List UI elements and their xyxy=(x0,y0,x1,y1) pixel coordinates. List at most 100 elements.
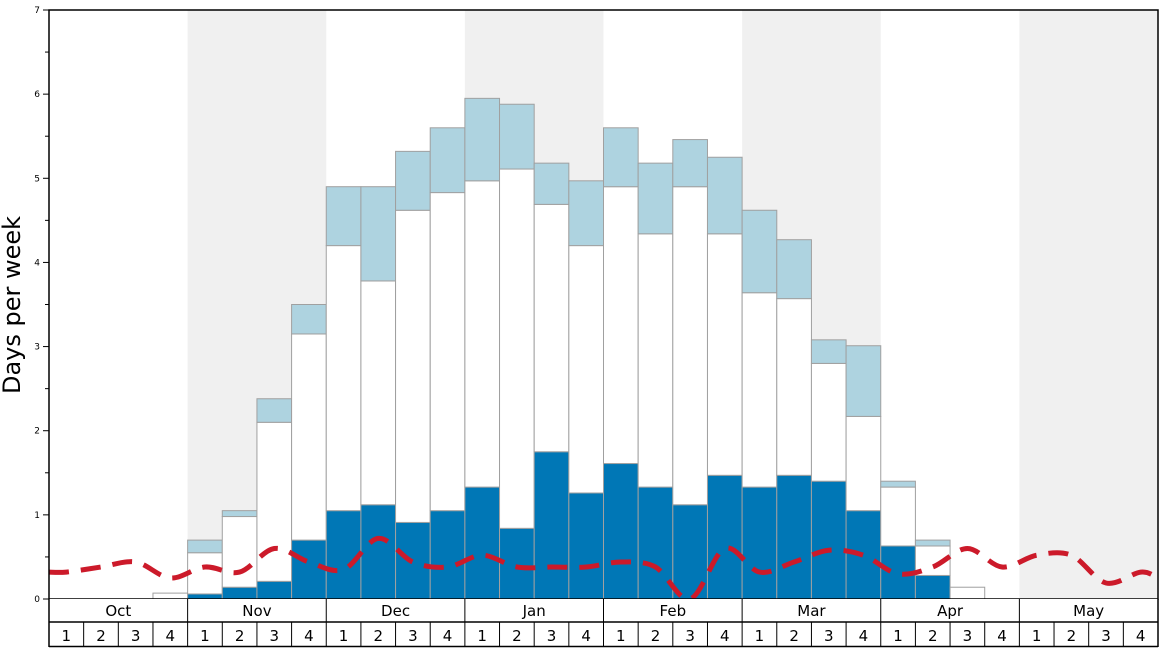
bar-seg-0-week-6 xyxy=(221,586,258,600)
bar-seg-1-week-25 xyxy=(880,486,916,547)
week-label: 2 xyxy=(928,627,938,645)
bar-seg-1-week-23 xyxy=(810,362,847,482)
month-label-nov: Nov xyxy=(242,602,271,620)
bar-seg-1-week-24 xyxy=(845,415,882,512)
bar-seg-2-week-26 xyxy=(914,539,951,547)
bar-seg-1-week-18 xyxy=(637,233,674,488)
bar-seg-2-week-19 xyxy=(672,139,708,188)
y-tick-label: 0 xyxy=(34,595,40,605)
y-tick-label: 1 xyxy=(34,511,40,521)
week-label: 4 xyxy=(859,627,869,645)
month-label-jan: Jan xyxy=(522,602,546,620)
bar-seg-1-week-22 xyxy=(776,298,812,476)
bar-seg-2-week-12 xyxy=(429,127,466,194)
y-tick-label: 5 xyxy=(34,174,40,184)
bar-seg-0-week-8 xyxy=(291,539,327,600)
bar-seg-2-week-17 xyxy=(603,127,639,188)
bar-seg-0-week-26 xyxy=(914,574,951,600)
week-label: 4 xyxy=(304,627,314,645)
bar-seg-0-week-16 xyxy=(568,492,605,600)
bar-seg-2-week-10 xyxy=(360,186,397,282)
week-label: 4 xyxy=(1136,627,1146,645)
week-label: 1 xyxy=(893,627,903,645)
week-label: 1 xyxy=(1032,627,1042,645)
bar-seg-1-week-15 xyxy=(533,203,570,453)
bar-seg-1-week-14 xyxy=(499,168,535,529)
bar-seg-2-week-14 xyxy=(499,103,535,170)
week-label: 4 xyxy=(581,627,591,645)
week-label: 1 xyxy=(62,627,72,645)
bar-seg-1-week-27 xyxy=(949,586,986,600)
week-label: 2 xyxy=(512,627,522,645)
bar-seg-1-week-16 xyxy=(568,245,605,494)
bar-seg-2-week-20 xyxy=(706,156,743,235)
y-tick-label: 2 xyxy=(34,427,40,437)
y-tick-label: 3 xyxy=(34,343,40,353)
bar-seg-0-week-13 xyxy=(464,486,501,600)
week-label: 2 xyxy=(1067,627,1077,645)
bar-seg-0-week-15 xyxy=(533,451,570,600)
bar-seg-0-week-9 xyxy=(325,510,362,600)
week-label: 4 xyxy=(166,627,176,645)
week-label: 3 xyxy=(824,627,834,645)
bar-seg-0-week-14 xyxy=(499,527,535,600)
week-label: 3 xyxy=(408,627,418,645)
bar-seg-1-week-5 xyxy=(187,552,223,595)
week-label: 4 xyxy=(720,627,730,645)
bar-seg-1-week-8 xyxy=(291,333,327,541)
month-label-apr: Apr xyxy=(937,602,964,620)
bar-seg-1-week-4 xyxy=(152,592,189,600)
week-label: 2 xyxy=(789,627,799,645)
week-label: 3 xyxy=(131,627,141,645)
week-label: 1 xyxy=(477,627,487,645)
bar-seg-2-week-22 xyxy=(776,239,812,300)
bar-seg-0-week-21 xyxy=(741,486,778,600)
y-tick-label: 7 xyxy=(34,6,40,16)
bar-seg-2-week-16 xyxy=(568,180,605,247)
week-label: 2 xyxy=(651,627,661,645)
week-label: 4 xyxy=(997,627,1007,645)
bar-seg-1-week-9 xyxy=(325,245,362,512)
bar-seg-2-week-9 xyxy=(325,186,362,247)
bar-seg-0-week-12 xyxy=(429,510,466,600)
y-axis-label: Days per week xyxy=(0,216,26,394)
month-label-mar: Mar xyxy=(797,602,826,620)
bar-seg-0-week-10 xyxy=(360,504,397,600)
bar-seg-0-week-5 xyxy=(187,593,223,600)
bar-seg-1-week-12 xyxy=(429,192,466,512)
week-label: 3 xyxy=(269,627,279,645)
week-label: 2 xyxy=(96,627,106,645)
bar-seg-2-week-7 xyxy=(256,398,293,423)
week-label: 3 xyxy=(1101,627,1111,645)
week-label: 1 xyxy=(200,627,210,645)
month-label-feb: Feb xyxy=(660,602,687,620)
bar-seg-2-week-8 xyxy=(291,304,327,335)
bar-seg-2-week-5 xyxy=(187,539,223,554)
bar-seg-2-week-11 xyxy=(395,150,431,211)
bar-seg-1-week-11 xyxy=(395,209,431,523)
week-label: 3 xyxy=(685,627,695,645)
bar-seg-1-week-13 xyxy=(464,180,501,488)
bar-seg-2-week-13 xyxy=(464,97,501,182)
week-label: 3 xyxy=(963,627,973,645)
week-label: 2 xyxy=(373,627,383,645)
month-shade-may xyxy=(1019,10,1158,599)
week-label: 4 xyxy=(443,627,453,645)
bar-seg-2-week-15 xyxy=(533,162,570,205)
month-label-oct: Oct xyxy=(105,602,131,620)
bar-seg-0-week-23 xyxy=(810,480,847,600)
bar-seg-2-week-6 xyxy=(221,510,258,518)
bar-seg-2-week-25 xyxy=(880,480,916,488)
bar-seg-1-week-17 xyxy=(603,186,639,465)
bar-seg-1-week-10 xyxy=(360,280,397,506)
bar-seg-0-week-17 xyxy=(603,463,639,600)
y-tick-label: 4 xyxy=(34,258,40,268)
week-label: 1 xyxy=(755,627,765,645)
week-label: 1 xyxy=(616,627,626,645)
bar-seg-2-week-21 xyxy=(741,209,778,294)
bar-seg-0-week-20 xyxy=(706,474,743,600)
bar-seg-1-week-21 xyxy=(741,292,778,488)
week-label: 1 xyxy=(339,627,349,645)
